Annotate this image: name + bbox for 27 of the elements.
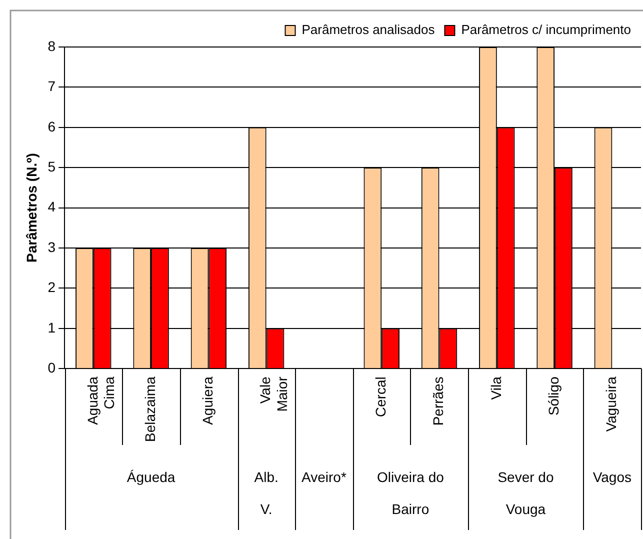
y-tick-label: 1 [48,319,56,336]
text: Sever do Vouga [498,468,554,517]
x-tick-label: Perrães [430,376,446,426]
x-tick-label: Aguiera [200,376,216,425]
y-tick-label: 6 [48,118,56,134]
y-tick-label: 0 [48,359,56,376]
text: Águeda [126,468,176,485]
text: Vagos [592,468,632,485]
text: Aveiro* [302,468,347,485]
x-tick-label: Sóligo [545,376,562,416]
y-tick-label: 4 [48,198,56,215]
x-tick-label: Belazaima [142,376,158,442]
y-tick-label: 7 [48,78,56,94]
x-tick-label: Vagueira [603,376,620,432]
y-axis-title: Parâmetros (N.º) [23,153,40,263]
y-tick-label: 5 [48,158,56,174]
legend-label: Parâmetros c/ incumprimento [461,22,631,38]
x-tick-label: Vale Maior [257,376,290,412]
y-tick-label: 8 [48,38,56,54]
text: Oliveira do Bairro [376,468,444,517]
y-tick-label: 2 [48,279,56,296]
x-tick-label: Vila [488,376,504,400]
legend-label: Parâmetros analisados [302,22,436,38]
y-tick-label: 3 [48,238,56,255]
text: Alb. V. [254,468,278,517]
x-tick-label: Cercal [372,376,388,418]
x-tick-label: Aguada Cima [84,376,118,425]
